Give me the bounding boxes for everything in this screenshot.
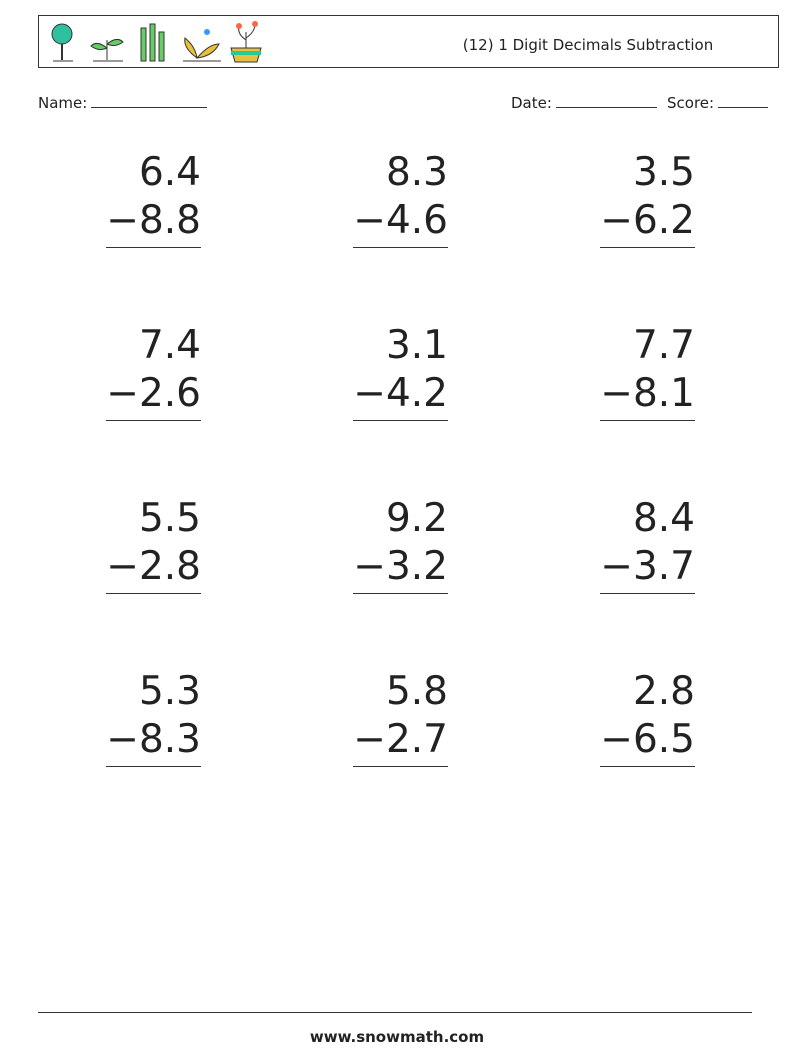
problem-bottom-row: −8.3 — [81, 716, 201, 767]
problem: 5.3 −8.3 — [81, 668, 201, 767]
problem: 5.5 −2.8 — [81, 495, 201, 594]
title: (12) 1 Digit Decimals Subtraction — [462, 36, 714, 54]
score-field: Score: — [667, 93, 769, 112]
problem-top: 7.7 — [632, 323, 695, 368]
date-blank — [555, 93, 657, 108]
problem: 3.5 −6.2 — [575, 149, 695, 248]
header-box — [38, 15, 779, 68]
problem: 6.4 −8.8 — [81, 149, 201, 248]
problem-bottom: −8.8 — [106, 197, 201, 248]
footer-line — [38, 1012, 752, 1013]
problem-top: 3.1 — [385, 323, 448, 368]
problem-top: 6.4 — [138, 150, 201, 195]
problem: 7.7 −8.1 — [575, 322, 695, 421]
date-field: Date: — [511, 93, 657, 112]
problem-top: 3.5 — [632, 150, 695, 195]
name-blank — [91, 93, 208, 108]
plant-icons — [51, 21, 262, 63]
problem-top: 8.4 — [632, 496, 695, 541]
problem-bottom-row: −6.5 — [575, 716, 695, 767]
problem-bottom-row: −8.1 — [575, 370, 695, 421]
score-label: Score: — [667, 94, 715, 112]
problem-bottom-row: −2.8 — [81, 543, 201, 594]
problem-top: 5.5 — [138, 496, 201, 541]
name-field: Name: — [38, 93, 208, 112]
problem-bottom: −3.2 — [353, 543, 448, 594]
problem: 8.4 −3.7 — [575, 495, 695, 594]
problem-top: 7.4 — [138, 323, 201, 368]
problem-top: 5.3 — [138, 669, 201, 714]
problem-bottom: −2.7 — [353, 716, 448, 767]
problem: 3.1 −4.2 — [328, 322, 448, 421]
problem-bottom-row: −2.6 — [81, 370, 201, 421]
problem-bottom: −8.1 — [600, 370, 695, 421]
date-label: Date: — [511, 94, 552, 112]
problem-bottom-row: −4.2 — [328, 370, 448, 421]
problem-top: 2.8 — [632, 669, 695, 714]
name-label: Name: — [38, 94, 88, 112]
problem: 8.3 −4.6 — [328, 149, 448, 248]
problem-bottom-row: −8.8 — [81, 197, 201, 248]
problem-bottom: −8.3 — [106, 716, 201, 767]
problem-bottom: −4.2 — [353, 370, 448, 421]
problem-bottom-row: −4.6 — [328, 197, 448, 248]
problem-top: 9.2 — [385, 496, 448, 541]
problem-bottom: −6.2 — [600, 197, 695, 248]
problem-bottom-row: −3.7 — [575, 543, 695, 594]
problem-bottom-row: −2.7 — [328, 716, 448, 767]
problem-bottom: −6.5 — [600, 716, 695, 767]
problem-bottom: −2.8 — [106, 543, 201, 594]
problem-bottom: −3.7 — [600, 543, 695, 594]
problem: 9.2 −3.2 — [328, 495, 448, 594]
problem: 7.4 −2.6 — [81, 322, 201, 421]
problem-bottom: −2.6 — [106, 370, 201, 421]
footer-site: www.snowmath.com — [309, 1028, 485, 1046]
problem: 5.8 −2.7 — [328, 668, 448, 767]
score-blank — [718, 93, 769, 108]
problem-bottom: −4.6 — [353, 197, 448, 248]
problem-top: 5.8 — [385, 669, 448, 714]
problem-bottom-row: −6.2 — [575, 197, 695, 248]
problem-top: 8.3 — [385, 150, 448, 195]
problem: 2.8 −6.5 — [575, 668, 695, 767]
problem-bottom-row: −3.2 — [328, 543, 448, 594]
